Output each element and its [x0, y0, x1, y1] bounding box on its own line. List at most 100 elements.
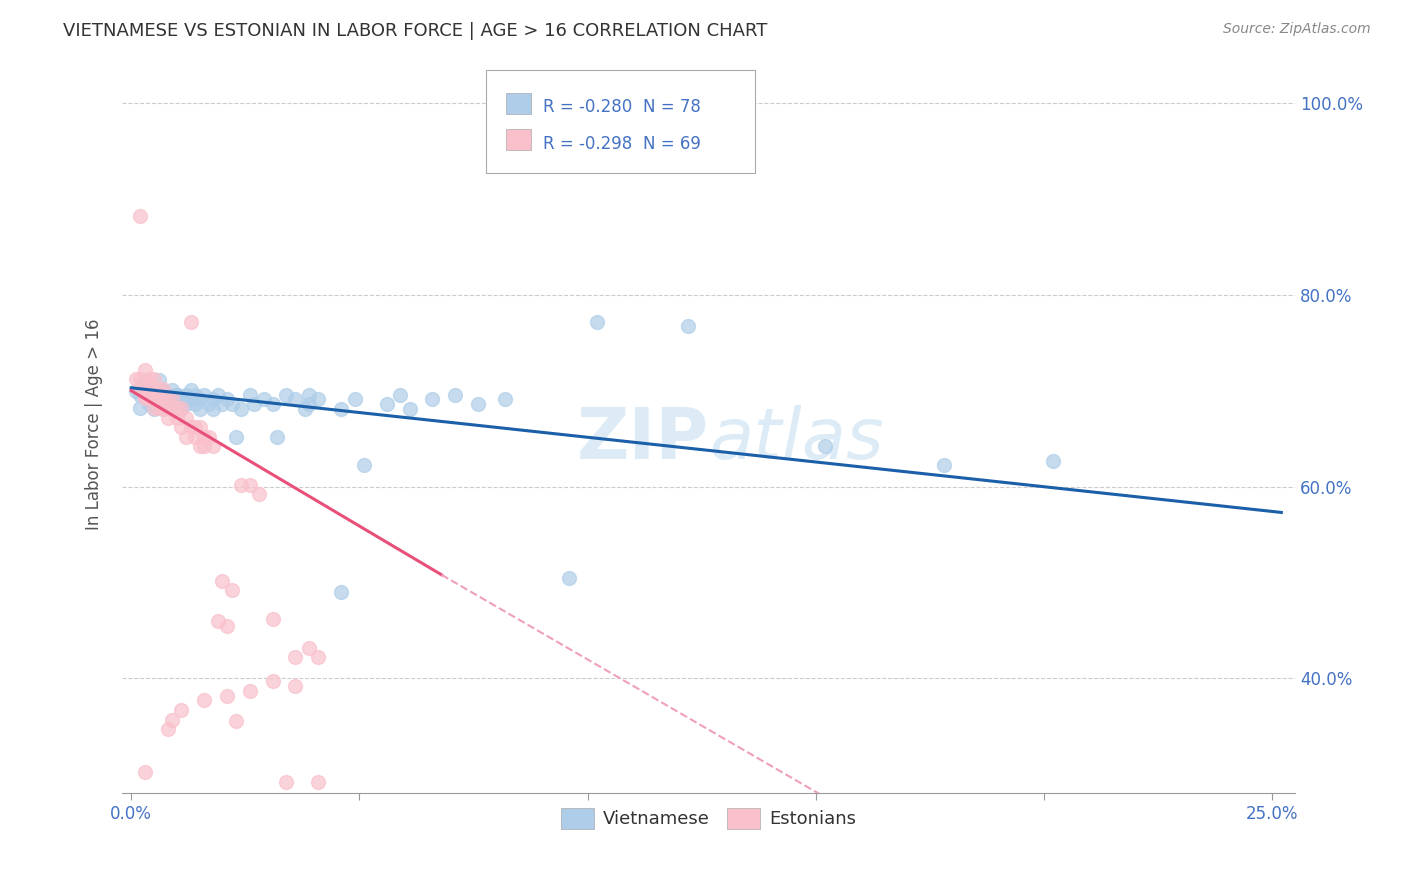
Point: [229, 401, 252, 416]
Point: [389, 387, 412, 401]
Point: [298, 387, 321, 401]
Point: [215, 618, 238, 632]
Point: [134, 387, 156, 401]
Point: [156, 722, 179, 736]
Point: [152, 392, 174, 407]
Point: [215, 392, 238, 407]
Point: [353, 458, 375, 473]
Point: [307, 392, 329, 407]
Point: [148, 401, 170, 415]
Point: [330, 585, 353, 599]
Point: [179, 420, 201, 434]
Point: [298, 640, 321, 655]
Point: [276, 387, 298, 401]
Point: [262, 674, 284, 689]
Point: [239, 683, 262, 698]
Point: [229, 477, 252, 491]
Point: [422, 392, 444, 407]
Point: [932, 458, 955, 473]
Point: [134, 382, 156, 396]
Point: [125, 372, 148, 386]
Point: [188, 439, 211, 453]
Point: [444, 387, 467, 401]
Point: [174, 430, 197, 444]
Point: [134, 392, 156, 406]
Point: [166, 410, 188, 425]
Point: [156, 410, 179, 425]
Point: [134, 382, 156, 396]
Point: [152, 392, 174, 406]
Point: [148, 392, 170, 406]
Point: [184, 387, 207, 401]
Point: [197, 397, 219, 411]
Point: [193, 439, 215, 453]
Point: [239, 477, 262, 491]
Point: [148, 373, 170, 387]
Point: [138, 386, 160, 401]
Point: [148, 383, 170, 397]
Point: [162, 713, 184, 727]
Text: R = -0.280: R = -0.280: [543, 98, 633, 116]
Point: [375, 397, 398, 411]
Point: [170, 392, 193, 407]
Text: N = 69: N = 69: [643, 135, 700, 153]
Point: [284, 650, 307, 665]
Point: [138, 387, 160, 401]
Point: [179, 315, 201, 329]
Point: [138, 382, 160, 396]
Point: [207, 387, 229, 401]
Point: [294, 401, 316, 416]
Point: [170, 401, 193, 415]
Point: [585, 315, 607, 329]
Point: [174, 397, 197, 411]
Point: [262, 612, 284, 626]
Point: [188, 392, 211, 407]
Point: [170, 401, 193, 416]
Text: Source: ZipAtlas.com: Source: ZipAtlas.com: [1223, 22, 1371, 37]
Point: [138, 383, 160, 397]
Point: [266, 430, 288, 444]
Point: [284, 392, 307, 407]
Point: [184, 420, 207, 434]
FancyBboxPatch shape: [485, 70, 755, 173]
Point: [170, 420, 193, 434]
Point: [202, 439, 225, 453]
Point: [202, 392, 225, 407]
Point: [225, 714, 247, 729]
Point: [343, 392, 366, 407]
Point: [197, 430, 219, 444]
Point: [207, 614, 229, 628]
Point: [179, 392, 201, 407]
Point: [174, 410, 197, 425]
Point: [156, 392, 179, 407]
Point: [179, 383, 201, 397]
Point: [330, 401, 353, 416]
Point: [125, 384, 148, 398]
Point: [188, 401, 211, 416]
Point: [211, 574, 233, 588]
Point: [162, 401, 184, 415]
Point: [193, 387, 215, 401]
Point: [138, 376, 160, 391]
Point: [156, 401, 179, 415]
Text: atlas: atlas: [709, 404, 883, 474]
Point: [129, 382, 152, 396]
Point: [143, 382, 166, 396]
Point: [143, 386, 166, 401]
Point: [398, 401, 420, 416]
Point: [143, 383, 166, 397]
Point: [148, 387, 170, 401]
Text: N = 78: N = 78: [643, 98, 700, 116]
Point: [138, 397, 160, 411]
Bar: [506, 93, 531, 114]
Point: [166, 401, 188, 415]
Point: [143, 387, 166, 401]
Point: [152, 382, 174, 396]
Point: [814, 439, 837, 453]
Text: ZIP: ZIP: [576, 404, 709, 474]
Point: [188, 420, 211, 434]
Point: [252, 392, 274, 407]
Point: [138, 384, 160, 399]
Point: [148, 382, 170, 396]
Point: [138, 392, 160, 406]
